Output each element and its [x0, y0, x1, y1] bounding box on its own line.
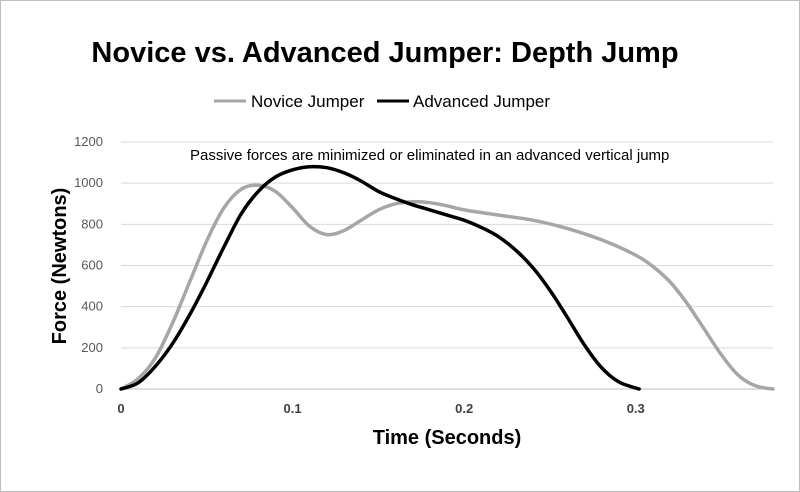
x-axis-title: Time (Seconds) — [373, 427, 522, 449]
gridlines — [121, 141, 773, 349]
x-tick-label: 0.3 — [627, 401, 645, 416]
chart-title: Novice vs. Advanced Jumper: Depth Jump — [91, 37, 678, 69]
annotation-text: Passive forces are minimized or eliminat… — [190, 147, 669, 164]
series-lines — [119, 164, 775, 391]
y-tick-label: 1000 — [74, 175, 103, 190]
y-tick-label: 400 — [81, 299, 103, 314]
legend: Novice Jumper Advanced Jumper — [214, 92, 550, 111]
legend-label-novice: Novice Jumper — [251, 92, 365, 111]
x-tick-labels: 0 0.1 0.2 0.3 — [117, 401, 644, 416]
x-tick-label: 0 — [117, 401, 124, 416]
legend-label-advanced: Advanced Jumper — [413, 92, 550, 111]
y-tick-label: 800 — [81, 216, 103, 231]
series-line-advanced — [119, 164, 641, 391]
y-tick-label: 200 — [81, 340, 103, 355]
x-tick-label: 0.2 — [455, 401, 473, 416]
y-tick-label: 0 — [96, 381, 103, 396]
y-axis-title: Force (Newtons) — [49, 188, 71, 345]
x-tick-label: 0.1 — [284, 401, 302, 416]
y-tick-label: 1200 — [74, 134, 103, 149]
y-tick-label: 600 — [81, 258, 103, 273]
y-tick-labels: 0 200 400 600 800 1000 1200 — [74, 134, 103, 396]
